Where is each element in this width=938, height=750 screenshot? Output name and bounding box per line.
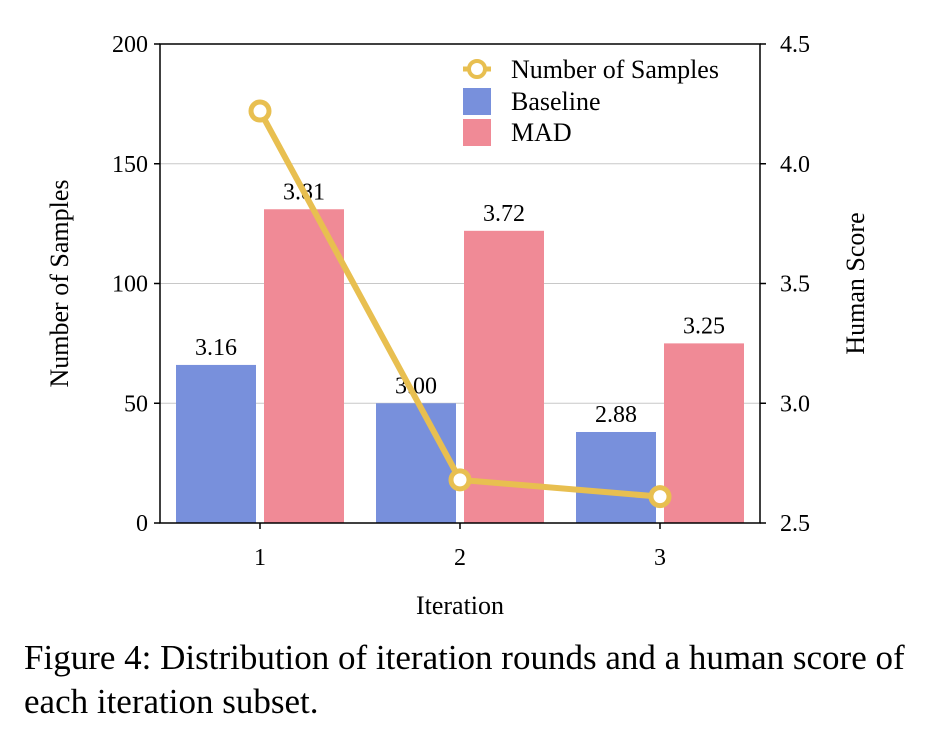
y-left-tick-label: 100 [112,272,148,298]
bar-baseline-2 [376,403,456,523]
point-number-of-samples-1 [248,99,272,123]
bar-mad-2 [464,230,544,523]
bar-mad-3 [664,343,744,523]
bar-label-baseline-3: 2.88 [595,402,637,428]
chart: 3.16 3.81 3.00 3.72 2.88 3.25 0 50 100 150 200 2.5 3… [45,32,870,620]
y-left-tick-label: 50 [124,391,148,417]
y-right-tick-label: 2.5 [780,511,810,537]
chart-svg: 3.163.813.003.722.883.250501001502002.53… [45,32,870,620]
y-left-tick-label: 0 [136,511,148,537]
y-left-tick-label: 150 [112,152,148,178]
y-left-axis-title: Number of Samples [45,180,74,388]
bar-label-mad-2: 3.72 [483,201,525,227]
y-right-tick-label: 4.0 [780,152,810,178]
y-left-tick-label: 200 [112,32,148,58]
legend-label-mad: MAD [511,118,572,147]
y-right-tick-label: 4.5 [780,32,810,58]
bar-baseline-3 [576,431,656,523]
legend-label-baseline: Baseline [511,87,601,116]
legend-label-number-of-samples: Number of Samples [511,55,719,84]
bar-mad-1 [264,209,344,523]
legend-marker-swatch [467,59,487,79]
bar-label-baseline-1: 3.16 [195,335,237,361]
bar-label-mad-3: 3.25 [683,313,725,339]
bar-baseline-1 [176,364,256,523]
y-right-axis-title: Human Score [841,212,870,354]
point-number-of-samples-2 [448,468,472,492]
legend-swatch-mad [463,119,491,146]
y-right-tick-label: 3.5 [780,272,810,298]
legend-swatch-baseline [463,88,491,115]
x-tick-label: 3 [654,545,666,571]
y-right-tick-label: 3.0 [780,391,810,417]
point-number-of-samples-3 [648,485,672,509]
x-axis-title: Iteration [416,591,504,620]
x-tick-label: 2 [454,545,466,571]
figure-caption: Figure 4: Distribution of iteration roun… [24,638,905,721]
x-tick-label: 1 [254,545,266,571]
